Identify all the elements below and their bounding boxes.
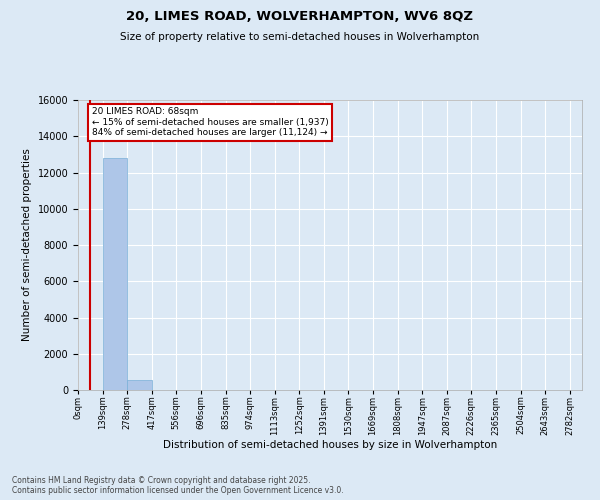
Bar [103,158,127,390]
Bar [127,380,152,390]
Text: 20, LIMES ROAD, WOLVERHAMPTON, WV6 8QZ: 20, LIMES ROAD, WOLVERHAMPTON, WV6 8QZ [127,10,473,23]
X-axis label: Distribution of semi-detached houses by size in Wolverhampton: Distribution of semi-detached houses by … [163,440,497,450]
Text: Contains HM Land Registry data © Crown copyright and database right 2025.
Contai: Contains HM Land Registry data © Crown c… [12,476,344,495]
Text: 20 LIMES ROAD: 68sqm
← 15% of semi-detached houses are smaller (1,937)
84% of se: 20 LIMES ROAD: 68sqm ← 15% of semi-detac… [92,108,329,137]
Y-axis label: Number of semi-detached properties: Number of semi-detached properties [22,148,32,342]
Text: Size of property relative to semi-detached houses in Wolverhampton: Size of property relative to semi-detach… [121,32,479,42]
